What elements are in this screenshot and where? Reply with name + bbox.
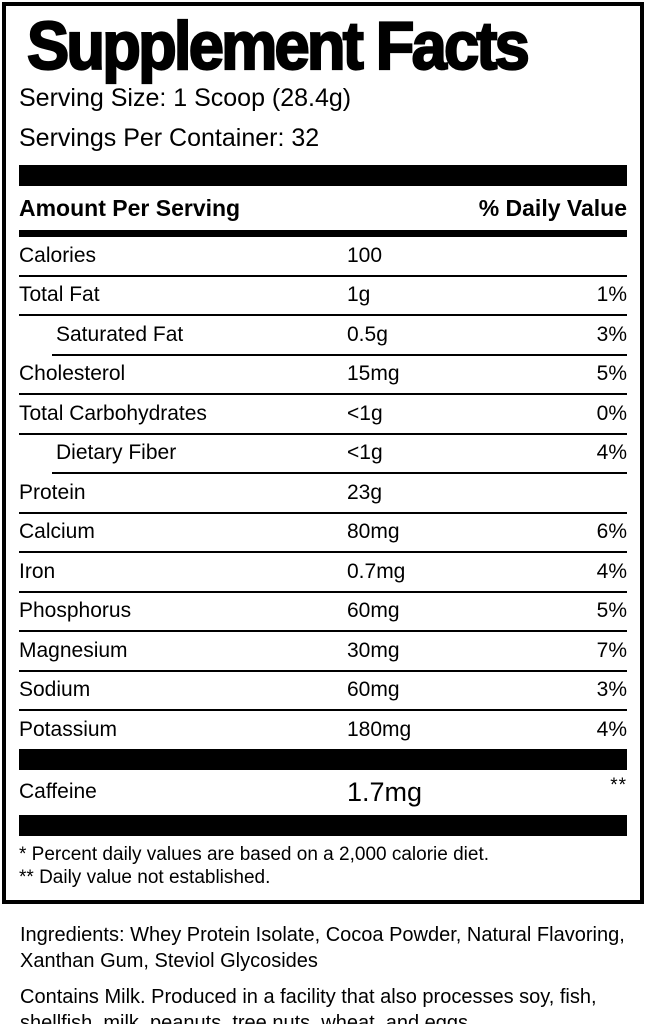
row-separator <box>19 630 627 632</box>
row-separator <box>19 551 627 553</box>
row-separator <box>19 590 627 593</box>
table-row: Phosphorus 60mg 5% <box>19 593 627 631</box>
nutrient-amount: 100 <box>347 243 383 267</box>
header-daily-value: % Daily Value <box>478 194 627 221</box>
nutrient-name: Protein <box>19 480 86 504</box>
nutrient-name: Iron <box>19 559 56 583</box>
row-separator <box>19 314 627 316</box>
nutrient-name: Cholesterol <box>19 362 126 386</box>
row-separator <box>19 432 627 435</box>
table-row: Potassium 180mg 4% <box>19 711 627 749</box>
nutrient-amount: 0.7mg <box>347 559 406 583</box>
row-separator <box>52 353 627 356</box>
supplement-facts-box: Supplement Facts Serving Size: 1 Scoop (… <box>2 2 644 904</box>
label-title: Supplement Facts <box>26 8 531 84</box>
table-row: Calories 100 <box>19 237 627 275</box>
row-separator <box>19 709 627 711</box>
table-row: Cholesterol 15mg 5% <box>19 356 627 394</box>
nutrient-amount: 60mg <box>347 599 400 623</box>
nutrient-name: Saturated Fat <box>56 322 184 346</box>
table-row: Dietary Fiber <1g 4% <box>19 435 627 473</box>
nutrient-name: Calories <box>19 243 97 267</box>
table-header: Amount Per Serving % Daily Value <box>19 186 627 230</box>
nutrient-amount: <1g <box>347 441 383 465</box>
nutrient-dv: 7% <box>596 638 627 662</box>
nutrient-amount: 60mg <box>347 678 400 702</box>
table-row-caffeine: Caffeine 1.7mg ** <box>19 770 627 815</box>
nutrient-dv: ** <box>610 774 627 796</box>
nutrient-amount: 0.5g <box>347 322 388 346</box>
nutrient-amount: 1g <box>347 283 371 307</box>
nutrient-dv: 4% <box>596 717 627 741</box>
row-separator <box>19 274 627 277</box>
divider-bar-thick <box>19 748 627 770</box>
divider-bar-thick <box>19 814 627 836</box>
header-divider-bar <box>19 230 627 237</box>
table-row: Magnesium 30mg 7% <box>19 632 627 670</box>
footnote-daily-values: * Percent daily values are based on a 2,… <box>19 843 490 865</box>
nutrient-amount: 180mg <box>347 717 412 741</box>
nutrient-name: Potassium <box>19 717 118 741</box>
nutrient-amount: 30mg <box>347 638 400 662</box>
nutrient-amount: 80mg <box>347 520 400 544</box>
nutrient-dv: 5% <box>596 362 627 386</box>
row-separator <box>19 393 627 395</box>
nutrient-dv: 5% <box>596 599 627 623</box>
nutrient-dv: 4% <box>596 441 627 465</box>
nutrient-dv: 1% <box>596 283 627 307</box>
row-separator <box>19 511 627 514</box>
table-row: Sodium 60mg 3% <box>19 672 627 710</box>
nutrient-dv: 3% <box>596 678 627 702</box>
divider-bar-thick <box>19 165 627 186</box>
allergen-text: Contains Milk. Produced in a facility th… <box>20 986 597 1024</box>
nutrient-amount: 1.7mg <box>347 776 423 807</box>
nutrient-name: Total Carbohydrates <box>19 401 207 425</box>
nutrient-dv: 0% <box>596 401 627 425</box>
nutrient-dv: 4% <box>596 559 627 583</box>
nutrient-dv: 3% <box>596 322 627 346</box>
nutrient-rows: Calories 100 Total Fat 1g 1% Saturated Fat 0.5… <box>19 237 627 749</box>
nutrient-amount: <1g <box>347 401 383 425</box>
row-separator <box>19 669 627 672</box>
table-row: Total Carbohydrates <1g 0% <box>19 395 627 433</box>
serving-size: Serving Size: 1 Scoop (28.4g) <box>19 84 352 112</box>
nutrient-amount: 15mg <box>347 362 400 386</box>
footnote-not-established: ** Daily value not established. <box>19 866 271 888</box>
nutrient-name: Phosphorus <box>19 599 132 623</box>
table-row: Protein 23g <box>19 474 627 512</box>
nutrient-name: Calcium <box>19 520 95 544</box>
table-row: Total Fat 1g 1% <box>19 277 627 315</box>
row-separator <box>52 472 627 474</box>
table-row: Saturated Fat 0.5g 3% <box>19 316 627 354</box>
footnotes: * Percent daily values are based on a 2,… <box>19 836 627 900</box>
nutrient-name: Dietary Fiber <box>56 441 177 465</box>
nutrient-name: Sodium <box>19 678 91 702</box>
table-row: Iron 0.7mg 4% <box>19 553 627 591</box>
table-row: Calcium 80mg 6% <box>19 514 627 552</box>
nutrient-name: Caffeine <box>19 780 97 803</box>
header-amount-per-serving: Amount Per Serving <box>19 194 241 221</box>
nutrient-name: Magnesium <box>19 638 128 662</box>
nutrient-name: Total Fat <box>19 283 100 307</box>
servings-per-container: Servings Per Container: 32 <box>19 124 320 152</box>
nutrient-amount: 23g <box>347 480 383 504</box>
nutrient-dv: 6% <box>596 520 627 544</box>
ingredients-text: Ingredients: Whey Protein Isolate, Cocoa… <box>20 924 625 972</box>
